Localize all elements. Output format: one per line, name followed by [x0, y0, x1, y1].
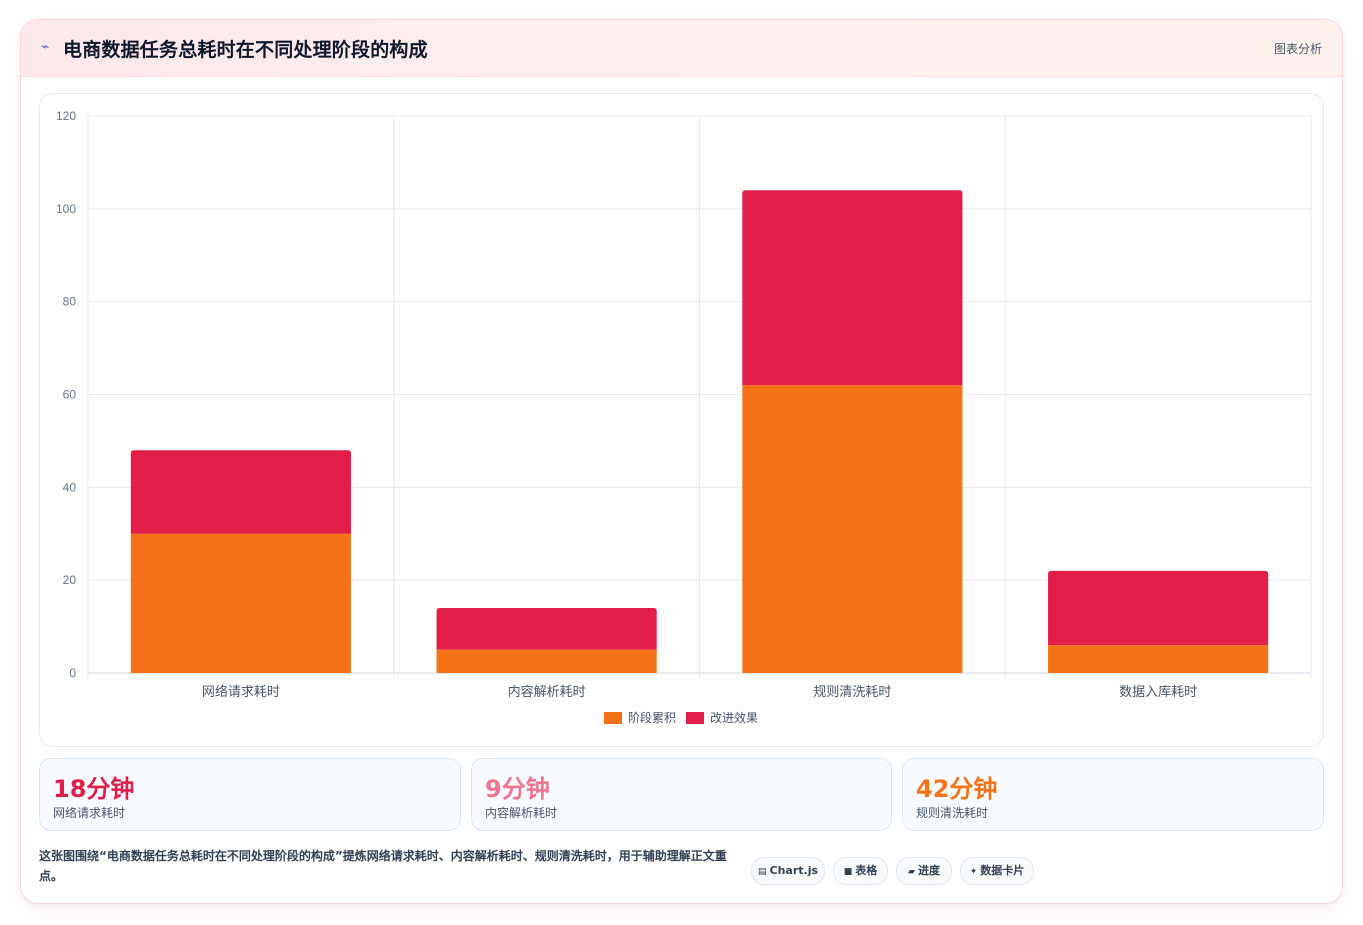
- chip-data-card[interactable]: ✦ 数据卡片: [960, 857, 1034, 885]
- y-tick-label: 120: [56, 109, 76, 123]
- chip-progress[interactable]: ▰ 进度: [896, 857, 952, 885]
- y-tick-label: 20: [63, 573, 77, 587]
- table-icon: ■: [843, 867, 853, 877]
- progress-icon: ▰: [908, 867, 915, 877]
- legend-label: 阶段累积: [628, 710, 676, 725]
- bar-segment: [1048, 570, 1269, 646]
- bar-segment: [130, 450, 351, 534]
- chart-icon: ▤: [757, 867, 767, 877]
- stat-label: 网络请求耗时: [53, 806, 126, 820]
- chip-table[interactable]: ■ 表格: [833, 857, 888, 885]
- x-tick-label: 数据入库耗时: [1119, 684, 1197, 699]
- stat-label: 内容解析耗时: [485, 806, 558, 820]
- chart-description: 这张图围绕“电商数据任务总耗时在不同处理阶段的构成”提炼网络请求耗时、内容解析耗…: [39, 849, 727, 883]
- bar-segment: [742, 190, 963, 386]
- y-tick-label: 100: [56, 202, 76, 216]
- card-header: ⌁ 电商数据任务总耗时在不同处理阶段的构成 图表分析: [21, 20, 1342, 77]
- legend-label: 改进效果: [710, 710, 758, 725]
- bar-segment: [1048, 645, 1269, 673]
- legend-swatch: [686, 712, 704, 724]
- y-tick-label: 80: [63, 295, 77, 309]
- x-tick-label: 网络请求耗时: [202, 684, 280, 699]
- legend-swatch: [604, 712, 622, 724]
- stat-card-network: 18分钟 网络请求耗时: [39, 758, 461, 831]
- stat-label: 规则清洗耗时: [916, 806, 989, 820]
- chip-label: Chart.js: [769, 864, 819, 877]
- stat-value: 42分钟: [916, 775, 998, 803]
- y-tick-label: 60: [63, 388, 77, 402]
- chart-container: 0 20 40 60 80 100 120 网络请求耗时 内容解析耗时 规则清洗耗时 数据入库耗时阶…: [39, 93, 1324, 747]
- stat-card-clean: 42分钟 规则清洗耗时: [902, 758, 1324, 831]
- stat-value: 9分钟: [485, 775, 550, 803]
- bar-segment: [742, 385, 963, 673]
- chip-label: 表格: [855, 864, 878, 877]
- trend-line-icon: ⌁: [41, 39, 50, 55]
- y-tick-label: 40: [63, 480, 77, 494]
- x-tick-label: 规则清洗耗时: [813, 684, 891, 699]
- chip-label: 数据卡片: [980, 864, 1025, 877]
- chip-label: 进度: [917, 864, 940, 877]
- stat-card-parse: 9分钟 内容解析耗时: [471, 758, 892, 831]
- stacked-bar-chart: 0 20 40 60 80 100 120 网络请求耗时 内容解析耗时 规则清洗耗时 数据入库耗时阶…: [56, 109, 1312, 725]
- chip-chartjs[interactable]: ▤ Chart.js: [751, 857, 825, 885]
- stat-value: 18分钟: [53, 775, 135, 803]
- sparkle-icon: ✦: [969, 867, 978, 877]
- chart-analysis-tag: 图表分析: [1273, 42, 1322, 56]
- page-title: 电商数据任务总耗时在不同处理阶段的构成: [63, 39, 428, 61]
- bar-segment: [436, 649, 657, 673]
- chart-card: ⌁ 电商数据任务总耗时在不同处理阶段的构成 图表分析 0 20 40 60 80 100 1…: [20, 19, 1343, 904]
- y-tick-label: 0: [69, 666, 76, 680]
- bar-segment: [436, 608, 657, 650]
- x-tick-label: 内容解析耗时: [508, 684, 586, 699]
- bar-segment: [130, 533, 351, 673]
